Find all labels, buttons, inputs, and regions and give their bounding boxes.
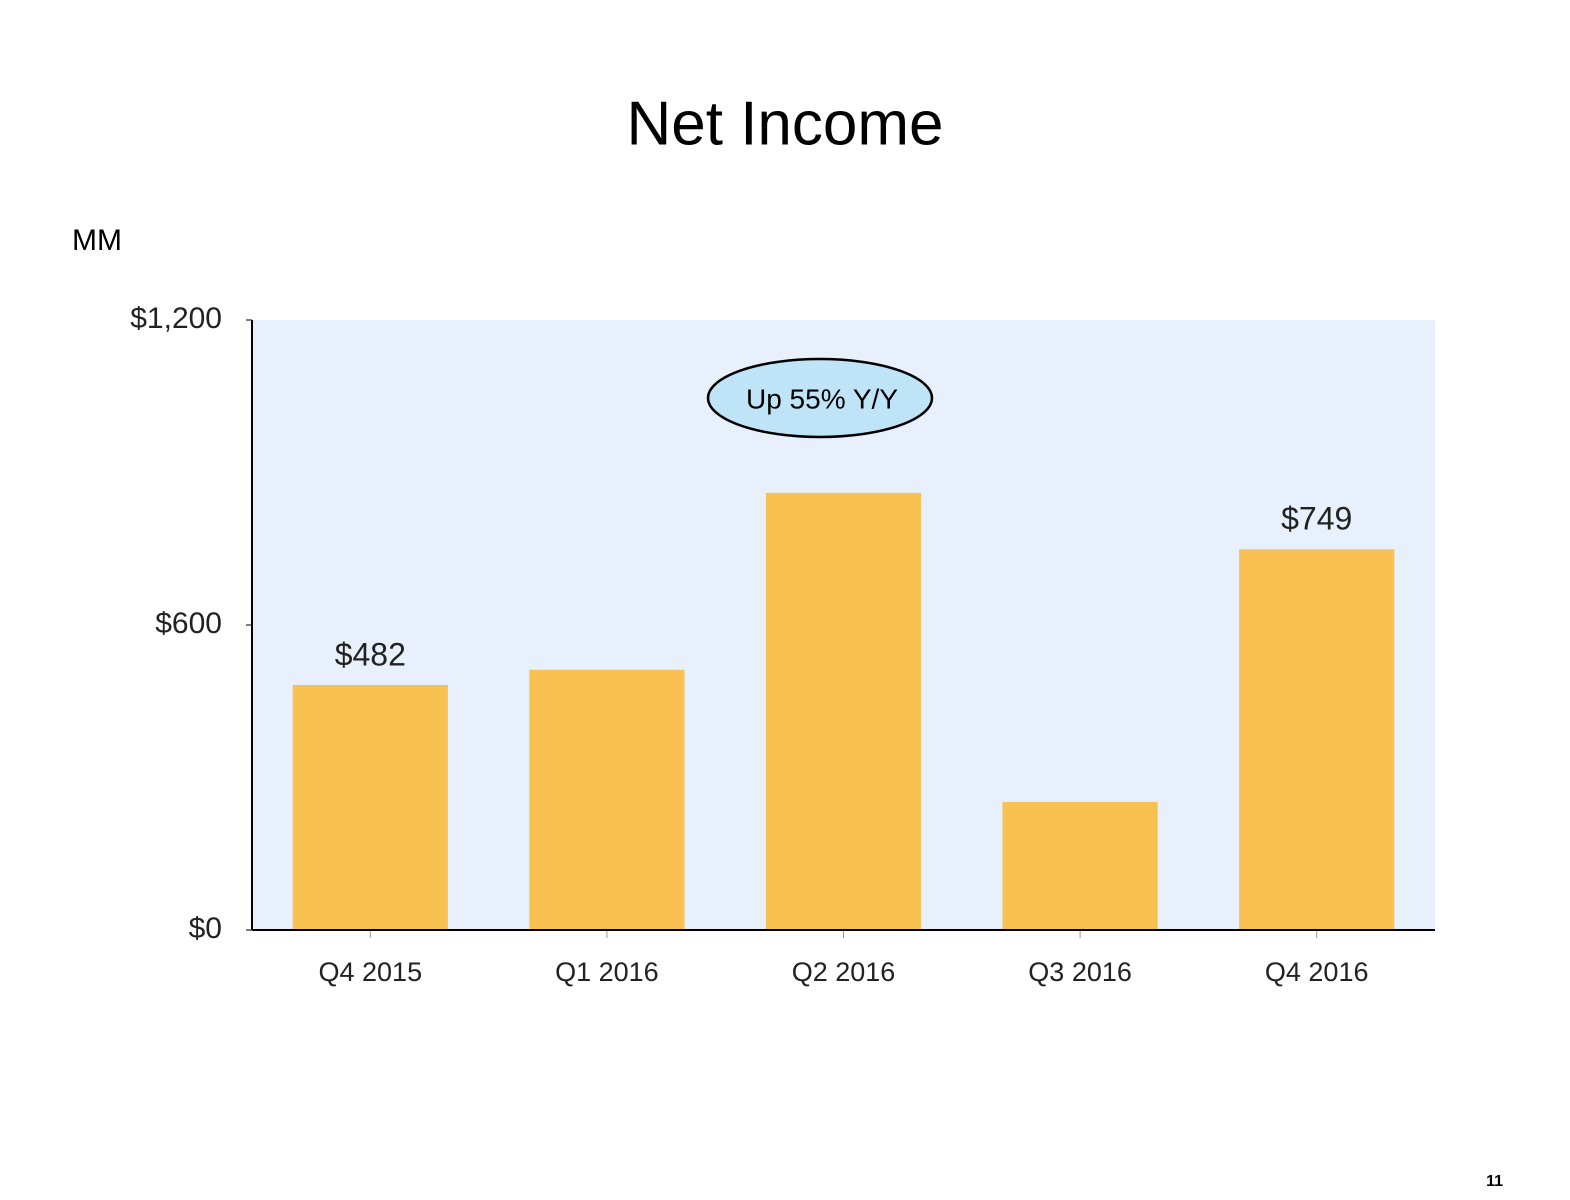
bar: [765, 492, 922, 930]
y-tick-label: $1,200: [130, 302, 222, 335]
annotation: Up 55% Y/Y: [746, 383, 898, 414]
annotation-bubble: [706, 357, 934, 439]
y-unit: MM: [72, 224, 122, 257]
bar: [292, 684, 448, 930]
plot-area: $0 $600 $1,200 Q4 2015 $482 Q1 2016 Q2 2016 Q3 …: [130, 302, 1435, 987]
x-tick-label: Q2 2016: [792, 957, 896, 987]
x-tick-label: Q4 2015: [319, 957, 423, 987]
x-tick-label: Q1 2016: [555, 957, 659, 987]
value-label: $749: [1281, 501, 1352, 537]
bar: [1002, 801, 1158, 930]
page-number: 11: [1486, 1173, 1503, 1190]
y-tick-label: $0: [189, 912, 222, 945]
x-tick-label: Q4 2016: [1265, 957, 1369, 987]
y-tick-label: $600: [155, 607, 222, 640]
x-tick-label: Q3 2016: [1028, 957, 1132, 987]
value-label: $482: [335, 636, 406, 672]
bar: [1239, 549, 1395, 930]
bar: [529, 669, 685, 930]
chart-title: Net Income: [626, 89, 943, 158]
